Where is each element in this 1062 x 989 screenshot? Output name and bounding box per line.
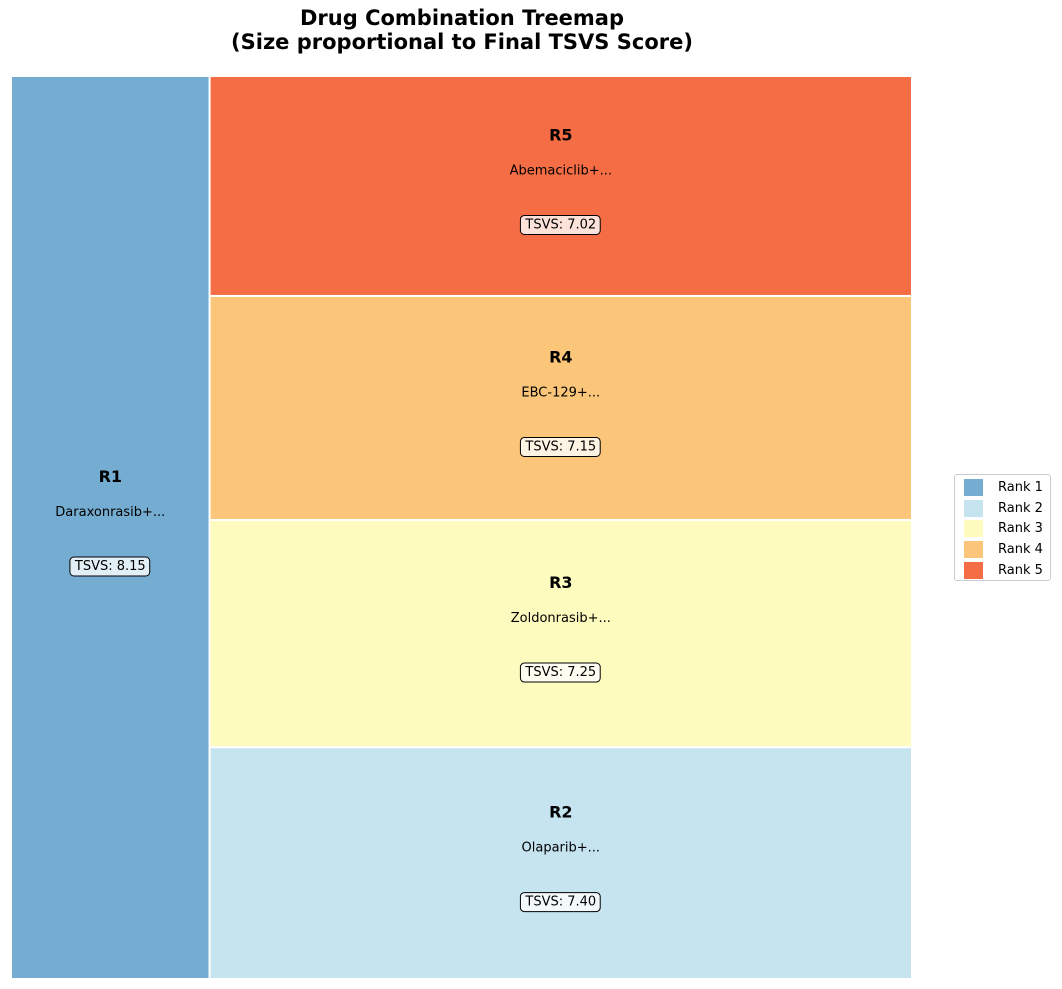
treemap-drug-name: Daraxonrasib+...: [55, 505, 165, 520]
treemap-drug-name: Zoldonrasib+...: [511, 611, 611, 626]
treemap-drug-name: Olaparib+...: [522, 841, 601, 856]
treemap-rank-label: R1: [99, 467, 122, 486]
treemap-score-label: TSVS: 7.40: [524, 895, 596, 910]
legend-swatch: [964, 541, 983, 559]
treemap-score-box: [519, 892, 601, 913]
legend-label: Rank 3: [998, 521, 1043, 537]
chart-title-line-1: Drug Combination Treemap: [299, 6, 625, 30]
treemap-score-box: [519, 214, 601, 235]
treemap-score-label: TSVS: 7.02: [524, 217, 596, 232]
treemap-drug-name: EBC-129+...: [521, 385, 600, 400]
treemap-score-box: [519, 436, 601, 457]
treemap-cell-r1: R1 Daraxonrasib+... TSVS: 8.15: [10, 75, 211, 980]
legend: Rank 1 Rank 2 Rank 3 Rank 4 Rank 5: [954, 474, 1051, 581]
legend-item-rank-4: Rank 4: [964, 539, 1050, 560]
legend-swatch: [964, 562, 983, 580]
treemap-score-label: TSVS: 8.15: [74, 559, 146, 574]
treemap-score-box: [519, 662, 601, 683]
treemap-cell-r2: R2 Olaparib+... TSVS: 7.40: [208, 746, 913, 981]
legend-item-rank-1: Rank 1: [964, 477, 1050, 498]
treemap-rank-label: R5: [549, 125, 572, 144]
treemap-drug-name: Abemaciclib+...: [510, 163, 612, 178]
chart-title-line-2: (Size proportional to Final TSVS Score): [231, 30, 693, 54]
treemap-rect: [208, 518, 913, 749]
legend-swatch: [964, 520, 983, 538]
legend-item-rank-3: Rank 3: [964, 519, 1050, 540]
treemap-rank-label: R2: [549, 803, 572, 822]
legend-label: Rank 5: [998, 563, 1043, 579]
treemap-rect: [208, 294, 913, 521]
chart-title: Drug Combination Treemap (Size proportio…: [0, 6, 924, 54]
treemap-rect: [208, 75, 913, 297]
treemap-cell-r3: R3 Zoldonrasib+... TSVS: 7.25: [208, 518, 913, 749]
legend-item-rank-5: Rank 5: [964, 560, 1050, 581]
treemap-cell-r5: R5 Abemaciclib+... TSVS: 7.02: [208, 75, 913, 297]
treemap-rect: [10, 75, 211, 980]
legend-label: Rank 4: [998, 542, 1043, 558]
legend-swatch: [964, 478, 983, 496]
treemap-score-label: TSVS: 7.25: [524, 665, 596, 680]
legend-swatch: [964, 499, 983, 517]
legend-label: Rank 2: [998, 500, 1043, 516]
legend-label: Rank 1: [998, 479, 1043, 495]
treemap-rank-label: R4: [549, 347, 572, 366]
legend-item-rank-2: Rank 2: [964, 498, 1050, 519]
treemap-rank-label: R3: [549, 573, 572, 592]
treemap-score-label: TSVS: 7.15: [524, 439, 596, 454]
treemap-cell-r4: R4 EBC-129+... TSVS: 7.15: [208, 294, 913, 521]
treemap-score-box: [69, 556, 151, 577]
treemap-rect: [208, 746, 913, 981]
